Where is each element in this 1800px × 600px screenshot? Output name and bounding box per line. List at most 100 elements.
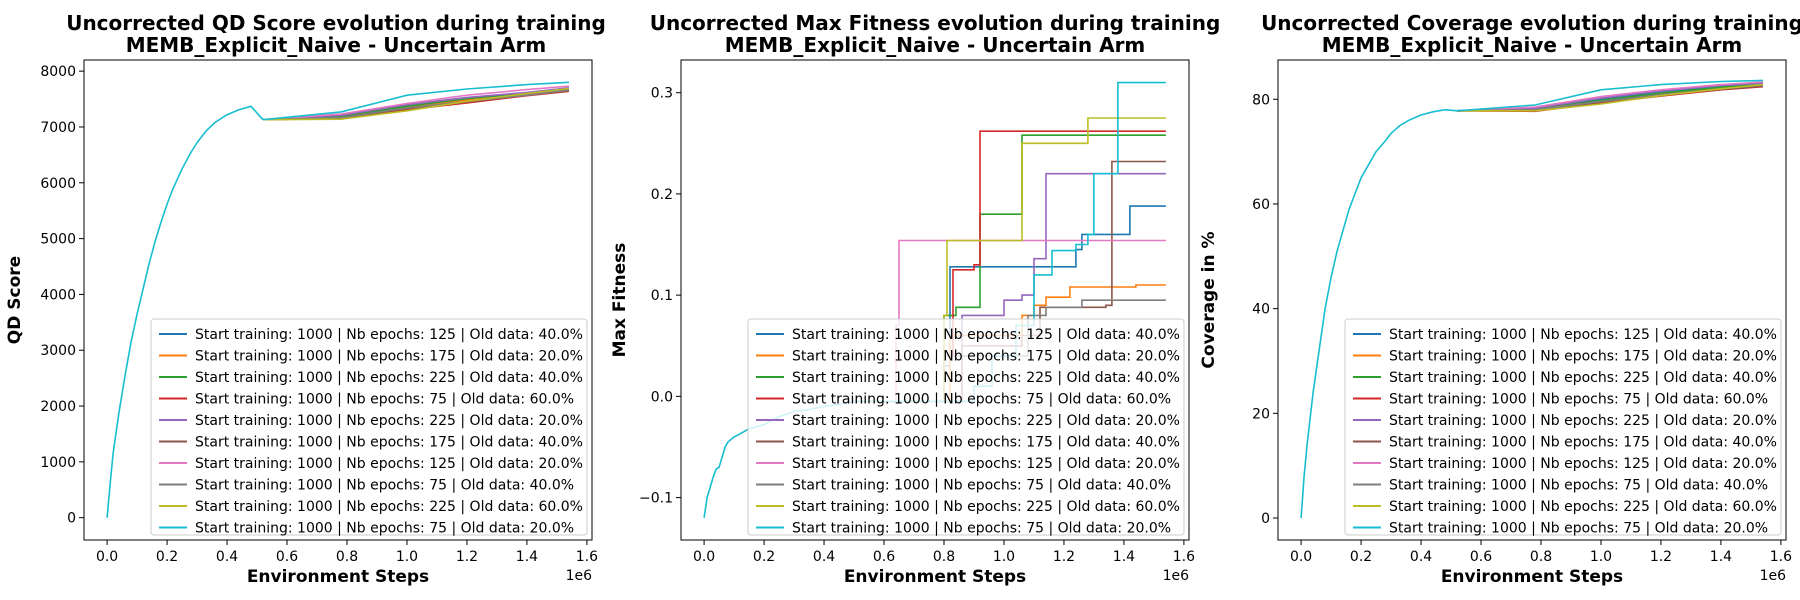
series-line-8 [262,89,569,121]
legend-label-8: Start training: 1000 | Nb epochs: 75 | O… [792,478,1171,494]
x-axis-label: Environment Steps [844,567,1026,587]
y-tick-label: 4000 [40,287,76,303]
x-tick-label: 1.0 [1590,549,1612,565]
series-line-5 [262,87,569,121]
y-tick-label: 2000 [40,399,76,415]
legend-label-4: Start training: 1000 | Nb epochs: 75 | O… [792,392,1171,408]
legend-label-5: Start training: 1000 | Nb epochs: 225 | … [195,413,583,429]
x-tick-label: 0.2 [1350,549,1372,565]
x-tick-label: 1.4 [1710,549,1732,565]
axes-frame [83,59,593,541]
legend-label-8: Start training: 1000 | Nb epochs: 75 | O… [195,478,574,494]
x-axis-label: Environment Steps [247,567,429,587]
legend-label-10: Start training: 1000 | Nb epochs: 75 | O… [792,521,1171,537]
x-tick-label: 0.8 [1530,549,1552,565]
chart-title-line-1: Uncorrected Max Fitness evolution during… [650,11,1221,35]
x-offset-text: 1e6 [1760,568,1787,584]
series-line-9 [262,87,569,121]
x-tick-label: 1.4 [516,549,538,565]
series-line-7 [262,85,569,121]
chart-title-line-2: MEMB_Explicit_Naive - Uncertain Arm [1322,33,1743,57]
series-line-9 [1457,83,1763,112]
x-tick-label: 0.8 [336,549,358,565]
legend-label-3: Start training: 1000 | Nb epochs: 225 | … [195,370,583,386]
y-tick-label: −0.1 [639,491,673,507]
x-tick-label: 0.6 [276,549,298,565]
series-line-5 [1456,82,1763,112]
x-tick-label: 0.8 [933,549,955,565]
series-group [1300,79,1763,519]
x-tick-label: 0.2 [156,549,178,565]
y-tick-label: 80 [1252,92,1270,108]
legend-frame [1344,318,1782,536]
legend-label-3: Start training: 1000 | Nb epochs: 225 | … [792,370,1180,386]
shared-initial-line [106,105,264,518]
legend-label-7: Start training: 1000 | Nb epochs: 125 | … [195,456,583,472]
legend: Start training: 1000 | Nb epochs: 125 | … [747,318,1185,537]
legend-label-7: Start training: 1000 | Nb epochs: 125 | … [792,456,1180,472]
legend-label-4: Start training: 1000 | Nb epochs: 75 | O… [1389,392,1768,408]
x-tick-label: 1.2 [456,549,478,565]
legend-label-2: Start training: 1000 | Nb epochs: 175 | … [1389,349,1777,365]
legend-label-6: Start training: 1000 | Nb epochs: 175 | … [792,435,1180,451]
y-tick-label: 0 [67,511,76,527]
axes-frame [1277,59,1787,541]
legend-label-9: Start training: 1000 | Nb epochs: 225 | … [792,499,1180,515]
legend-label-5: Start training: 1000 | Nb epochs: 225 | … [792,413,1180,429]
x-offset-text: 1e6 [566,568,593,584]
chart-panel-1: Uncorrected QD Score evolution during tr… [5,11,606,587]
chart-title-line-2: MEMB_Explicit_Naive - Uncertain Arm [725,33,1146,57]
x-tick-label: 0.4 [216,549,238,565]
y-tick-label: 0.0 [651,389,673,405]
y-tick-label: 0 [1261,511,1270,527]
y-tick-label: 40 [1252,302,1270,318]
x-tick-label: 1.6 [1173,549,1195,565]
chart-title-line-1: Uncorrected Coverage evolution during tr… [1261,11,1800,35]
x-tick-label: 0.0 [693,549,715,565]
legend: Start training: 1000 | Nb epochs: 125 | … [1344,318,1782,537]
legend-label-1: Start training: 1000 | Nb epochs: 125 | … [792,327,1180,343]
x-tick-label: 1.2 [1053,549,1075,565]
x-tick-label: 0.2 [753,549,775,565]
x-tick-label: 1.0 [396,549,418,565]
series-group [106,81,569,518]
legend-label-2: Start training: 1000 | Nb epochs: 175 | … [195,349,583,365]
legend-label-6: Start training: 1000 | Nb epochs: 175 | … [1389,435,1777,451]
x-tick-label: 0.6 [873,549,895,565]
chart-panel-2: Uncorrected Max Fitness evolution during… [610,11,1220,587]
chart-panel-3: Uncorrected Coverage evolution during tr… [1199,11,1800,587]
y-tick-label: 60 [1252,197,1270,213]
legend-label-6: Start training: 1000 | Nb epochs: 175 | … [195,435,583,451]
y-tick-label: 0.3 [651,86,673,102]
x-tick-label: 0.4 [813,549,835,565]
legend-label-10: Start training: 1000 | Nb epochs: 75 | O… [195,521,574,537]
chart-title-line-1: Uncorrected QD Score evolution during tr… [66,11,606,35]
y-tick-label: 20 [1252,406,1270,422]
x-tick-label: 1.0 [993,549,1015,565]
axes-frame [680,59,1190,541]
series-line-10 [262,81,569,121]
legend-label-7: Start training: 1000 | Nb epochs: 125 | … [1389,456,1777,472]
y-tick-label: 7000 [40,120,76,136]
legend-frame [747,318,1185,536]
y-tick-label: 1000 [40,455,76,471]
y-tick-label: 6000 [40,176,76,192]
legend-label-3: Start training: 1000 | Nb epochs: 225 | … [1389,370,1777,386]
y-axis-label: QD Score [5,256,25,344]
legend-label-9: Start training: 1000 | Nb epochs: 225 | … [1389,499,1777,515]
legend-label-1: Start training: 1000 | Nb epochs: 125 | … [1389,327,1777,343]
x-axis-label: Environment Steps [1441,567,1623,587]
x-tick-label: 0.0 [96,549,118,565]
y-tick-label: 8000 [40,64,76,80]
legend-label-8: Start training: 1000 | Nb epochs: 75 | O… [1389,478,1768,494]
y-axis-label: Max Fitness [610,243,630,358]
legend-label-4: Start training: 1000 | Nb epochs: 75 | O… [195,392,574,408]
y-axis-label: Coverage in % [1199,231,1219,368]
y-tick-label: 3000 [40,343,76,359]
chart-title-line-2: MEMB_Explicit_Naive - Uncertain Arm [126,33,547,57]
series-line-10 [1456,79,1763,112]
legend-label-10: Start training: 1000 | Nb epochs: 75 | O… [1389,521,1768,537]
y-tick-label: 0.1 [651,288,673,304]
x-tick-label: 1.4 [1113,549,1135,565]
